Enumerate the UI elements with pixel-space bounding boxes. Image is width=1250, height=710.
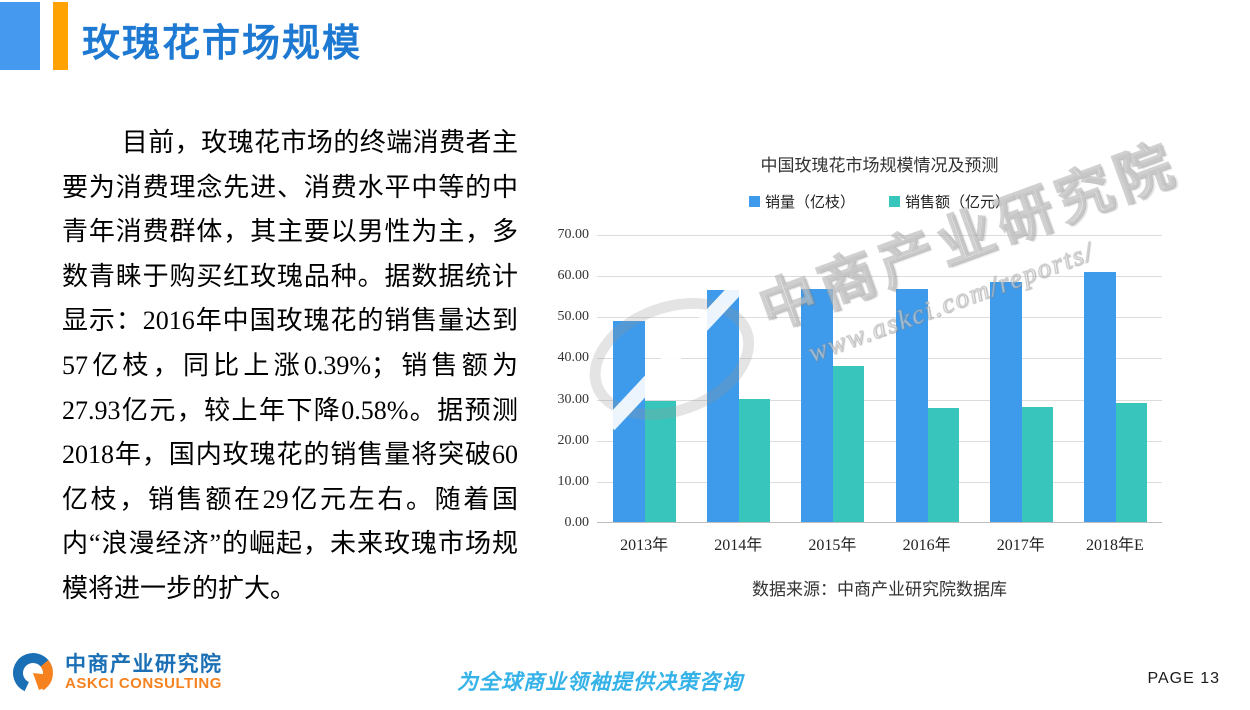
gridline — [597, 317, 1162, 319]
y-axis-tick-label: 70.00 — [557, 227, 590, 242]
bar-sales-value — [1115, 403, 1147, 522]
chart-title: 中国玫瑰花市场规模情况及预测 — [760, 156, 999, 175]
x-axis-category-label: 2018年E — [1086, 537, 1144, 554]
logo-text-block: 中商产业研究院 ASKCI CONSULTING — [65, 652, 223, 693]
bar-sales-value — [833, 366, 865, 522]
legend-label: 销量（亿枝） — [764, 195, 855, 211]
legend-swatch — [889, 196, 900, 207]
page-title: 玫瑰花市场规模 — [82, 23, 363, 65]
bar-sales-value — [1021, 406, 1053, 522]
y-axis-tick-label: 60.00 — [557, 268, 590, 284]
x-axis-category-label: 2015年 — [808, 537, 857, 554]
x-axis-category-label: 2014年 — [714, 537, 763, 554]
y-axis-tick-label: 30.00 — [557, 391, 590, 407]
x-axis-category-label: 2013年 — [620, 537, 669, 554]
gridline — [597, 358, 1162, 360]
bar-sales-volume — [895, 288, 928, 522]
y-axis-tick-label: 40.00 — [557, 350, 590, 366]
bar-sales-value — [739, 399, 771, 522]
gridline — [597, 481, 1162, 483]
x-axis-line — [597, 522, 1162, 523]
x-axis-category-label: 2016年 — [902, 537, 951, 554]
bar-sales-volume — [707, 290, 740, 522]
body-paragraph: 目前，玫瑰花市场的终端消费者主要为消费理念先进、消费水平中等的中青年消费群体，其… — [62, 128, 518, 603]
chart-legend: 销量（亿枝） 销售额（亿元） — [597, 191, 1162, 212]
gridline — [597, 399, 1162, 401]
bar-sales-value — [645, 401, 676, 522]
market-size-chart: 中国玫瑰花市场规模情况及预测 销量（亿枝） 销售额（亿元） 0.00 10.00 20… — [540, 132, 1205, 610]
y-axis-tick-label: 0.00 — [564, 515, 590, 530]
legend-label: 销售额（亿元） — [905, 195, 1011, 211]
y-axis-tick-label: 50.00 — [557, 309, 590, 325]
x-axis-category-label: 2017年 — [996, 537, 1045, 554]
askci-logo-icon — [13, 653, 53, 693]
bar-sales-volume — [613, 320, 645, 522]
page-number: PAGE 13 — [1147, 670, 1220, 687]
chart-source: 数据来源：中商产业研究院数据库 — [752, 580, 1007, 599]
gridline — [597, 235, 1162, 236]
chart-plot-area: 0.00 10.00 20.00 30.00 40.00 50.00 60.00 70.00 2… — [558, 227, 1162, 554]
bar-sales-volume — [801, 289, 834, 522]
legend-swatch — [748, 196, 760, 207]
gridline — [597, 440, 1162, 442]
legend-item: 销量（亿枝） — [748, 191, 855, 212]
logo-name-cn: 中商产业研究院 — [65, 652, 223, 676]
y-axis-tick-label: 10.00 — [557, 473, 590, 489]
bar-sales-volume — [989, 281, 1022, 522]
bar-sales-volume — [1083, 272, 1116, 522]
bar-sales-value — [927, 408, 959, 522]
footer-slogan: 为全球商业领袖提供决策咨询 — [457, 670, 743, 694]
header-accent-orange-bar — [53, 2, 68, 70]
company-logo: 中商产业研究院 ASKCI CONSULTING — [10, 650, 223, 696]
legend-item: 销售额（亿元） — [889, 191, 1010, 212]
y-axis-tick-label: 20.00 — [557, 432, 590, 448]
gridline — [597, 276, 1162, 278]
logo-name-en: ASKCI CONSULTING — [65, 675, 222, 693]
header-accent-blue-square — [0, 2, 40, 70]
